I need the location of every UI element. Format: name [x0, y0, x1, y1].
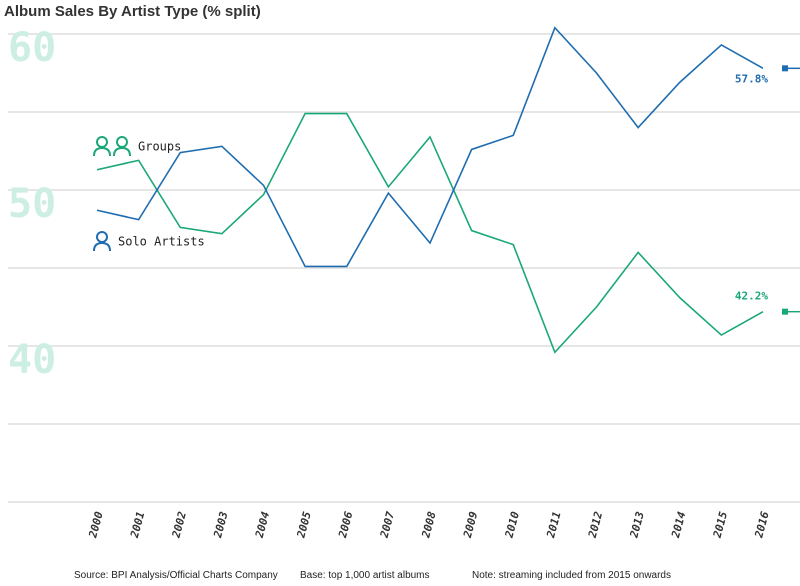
footnote: Base: top 1,000 artist albums	[300, 570, 430, 581]
line	[96, 112, 764, 354]
x-tick-label: 2011	[544, 510, 564, 540]
x-tick-label: 2015	[710, 510, 730, 540]
chart-title: Album Sales By Artist Type (% split)	[4, 3, 261, 20]
end-marker	[782, 308, 788, 315]
legend-icon	[113, 146, 131, 157]
x-tick-label: 2001	[128, 510, 148, 540]
x-tick-label: 2009	[461, 510, 481, 540]
end-marker	[782, 65, 788, 72]
x-tick-label: 2005	[294, 510, 314, 540]
legend-icon	[93, 241, 111, 252]
y-tick-label: 50	[8, 181, 56, 227]
x-tick-label: 2000	[86, 510, 106, 540]
legend-icon	[96, 136, 108, 148]
x-tick-label: 2013	[627, 510, 647, 540]
legend-icon	[116, 136, 128, 148]
x-tick-label: 2014	[669, 510, 689, 540]
y-tick-label: 60	[8, 25, 56, 71]
y-tick-label: 40	[8, 337, 56, 383]
legend-label: Solo Artists	[118, 235, 205, 249]
x-tick-label: 2010	[502, 510, 522, 540]
footnote: Source: BPI Analysis/Official Charts Com…	[74, 570, 278, 581]
value-label: 42.2%	[735, 290, 768, 303]
x-tick-label: 2003	[211, 510, 231, 540]
value-label: 57.8%	[735, 72, 768, 85]
legend-label: Groups	[138, 140, 181, 154]
footnote: Note: streaming included from 2015 onwar…	[472, 570, 671, 581]
legend-icon	[96, 231, 108, 243]
x-tick-label: 2006	[336, 510, 356, 540]
x-tick-label: 2016	[752, 510, 772, 540]
legend-icon	[93, 146, 111, 157]
x-tick-label: 2007	[377, 510, 397, 540]
line	[96, 26, 764, 268]
x-tick-label: 2008	[419, 510, 439, 540]
x-tick-label: 2002	[169, 510, 189, 540]
x-tick-label: 2012	[586, 510, 606, 540]
x-tick-label: 2004	[253, 510, 273, 540]
